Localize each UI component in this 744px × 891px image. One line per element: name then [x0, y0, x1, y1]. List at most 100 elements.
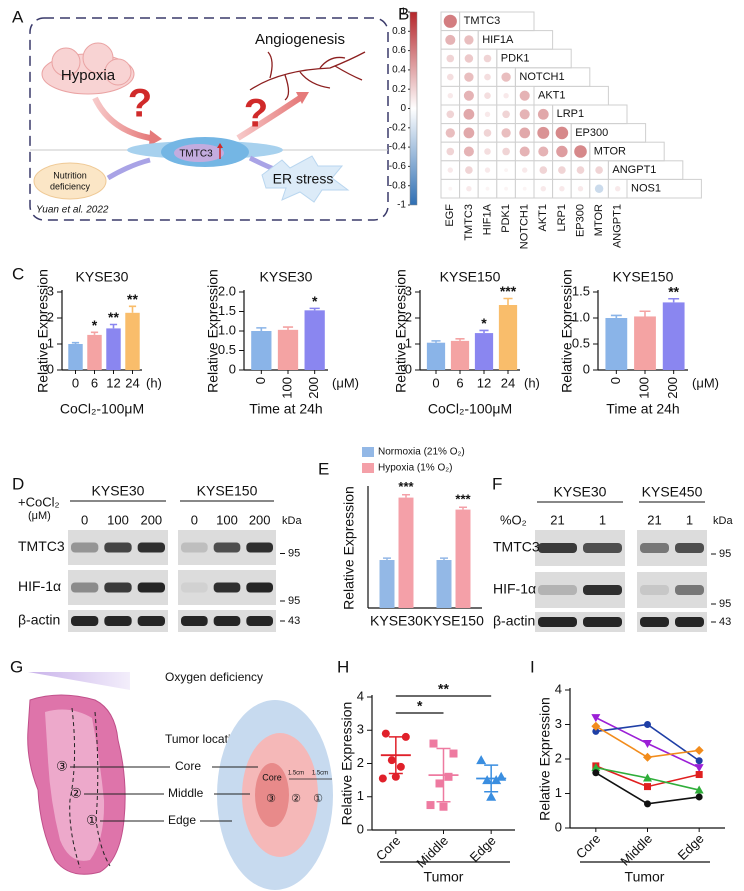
correlation-dot [595, 166, 603, 174]
y-tick-label: 2 [357, 755, 364, 770]
error-bar [668, 297, 680, 303]
error-bar [256, 327, 267, 331]
blot-band [71, 542, 99, 553]
blot-band [640, 617, 669, 627]
label-bg [164, 813, 200, 829]
correlation-dot [447, 73, 454, 81]
panel-label: G [10, 657, 23, 676]
y-tick-label: 0.5 [572, 335, 590, 350]
correlation-dot [446, 54, 455, 63]
marker-label: 95 [719, 548, 731, 560]
blot-band [104, 582, 132, 593]
blot-band [246, 542, 273, 553]
data-point [449, 749, 458, 758]
lane-label: 21 [550, 512, 564, 527]
x-tick-label: 0 [432, 375, 439, 390]
correlation-dot [594, 184, 604, 193]
blot-band [104, 616, 132, 626]
er-stress-label: ER stress [273, 171, 334, 187]
x-axis-label: CoCl₂-100μM [428, 401, 512, 417]
nutrition-label: Nutrition [53, 170, 87, 180]
y-tick-label: 0 [555, 819, 562, 834]
zone-border [69, 707, 81, 869]
column-label: AKT1 [537, 204, 549, 232]
hypoxia-cloud [41, 42, 135, 95]
location-label: Core [175, 759, 201, 773]
arrow [236, 95, 302, 141]
y-tick-label: 1.5 [218, 303, 236, 318]
line-marker [644, 721, 651, 728]
correlation-dot [484, 111, 491, 117]
blot-band [137, 616, 165, 626]
data-point [439, 802, 448, 811]
sd-bar [436, 747, 451, 803]
cell-line-label: KYSE450 [642, 484, 703, 500]
y-axis-label: Relative Expression [559, 269, 575, 393]
data-point [381, 729, 390, 738]
column-label: EGF [444, 204, 456, 227]
legend-swatch [362, 447, 374, 457]
correlation-dot [558, 166, 566, 174]
correlation-dot [519, 146, 530, 157]
line-marker [695, 757, 703, 765]
tissue-inner [45, 709, 105, 861]
significance: *** [455, 492, 471, 507]
x-tick-label: 24 [125, 375, 139, 390]
bar [634, 316, 656, 370]
y-tick-label: 2 [555, 750, 562, 765]
error-bar [503, 297, 513, 305]
x-tick-label: 6 [456, 375, 463, 390]
y-tick-label: 0 [583, 361, 590, 376]
legend-label: Normoxia (21% O₂) [378, 447, 465, 458]
diagram-g: Oxygen deficiency ③ ② ① Tumor location C… [27, 670, 333, 890]
core-label: Core [262, 772, 282, 782]
correlation-dot [503, 93, 509, 99]
legend-swatch [362, 463, 374, 473]
data-point [482, 775, 493, 785]
lane-label: 1 [599, 512, 606, 527]
correlation-dot [443, 14, 457, 28]
x-axis-label: Tumor [424, 869, 464, 885]
label-bg [170, 759, 212, 775]
correlation-dot [504, 186, 509, 191]
correlation-dot [483, 54, 492, 63]
bar [277, 329, 299, 370]
correlation-dot [501, 72, 511, 82]
column-label: LRP1 [556, 204, 568, 232]
correlation-dot [464, 54, 474, 63]
panel-label: F [492, 474, 502, 493]
y-tick-label: 1 [555, 785, 562, 800]
zone-number: ③ [56, 758, 68, 773]
zone-number: ① [313, 793, 323, 805]
correlation-dot [448, 186, 453, 191]
x-tick-label: Middle [413, 833, 451, 871]
colorbar [409, 11, 418, 206]
correlation-dot [502, 110, 510, 119]
x-tick-label: Core [573, 831, 604, 862]
correlation-dot [463, 90, 474, 101]
correlation-dot [615, 186, 621, 192]
y-tick-label: 1.5 [572, 283, 590, 298]
location-label: Middle [168, 786, 204, 800]
cell-line-label: KYSE30 [92, 483, 145, 499]
blot-band [675, 585, 704, 595]
line-marker [694, 764, 704, 773]
line-marker [695, 793, 703, 801]
diagram-frame [29, 17, 389, 221]
lane-label: 100 [107, 512, 129, 527]
blot-band [538, 617, 577, 627]
x-unit: (h) [146, 375, 162, 390]
angiogenesis-label: Angiogenesis [255, 31, 345, 48]
row-label: LRP1 [557, 108, 585, 120]
correlation-dot [537, 108, 549, 120]
x-axis-label: Time at 24h [606, 401, 679, 417]
correlation-dot [555, 126, 569, 140]
blot-band [181, 616, 208, 626]
colorbar-tick-label: 0.4 [392, 65, 406, 76]
x-unit: (μM) [692, 375, 719, 390]
protein-label: HIF-1α [493, 581, 536, 597]
kda-label: kDa [282, 515, 302, 527]
x-axis-label: CoCl₂-100μM [60, 401, 144, 417]
cell-line-label: KYSE30 [554, 484, 607, 500]
